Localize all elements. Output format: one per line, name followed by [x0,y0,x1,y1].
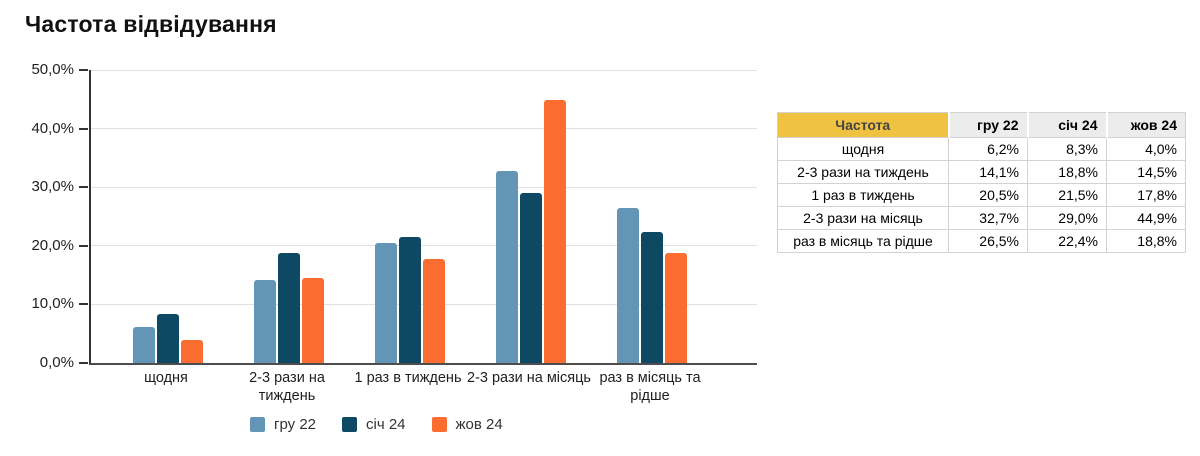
bar [302,278,324,363]
x-axis-label: щодня [144,370,188,386]
y-axis-label: 40,0% [31,119,74,137]
table-cell-value: 4,0% [1106,137,1186,161]
y-axis-label: 10,0% [31,295,74,313]
gridline [91,186,757,188]
table-cell-value: 8,3% [1027,137,1107,161]
page-title: Частота відвідування [25,11,277,37]
bar [423,258,445,363]
table-cell-value: 6,2% [948,137,1028,161]
table-row: 2-3 рази на місяць 32,7% 29,0% 44,9% [777,206,1186,230]
bar [520,193,542,363]
table-row: щодня 6,2% 8,3% 4,0% [777,137,1186,161]
legend-item: жов 24 [431,416,503,433]
table-cell-category: 1 раз в тиждень [777,183,949,207]
bar-group [375,237,445,363]
y-axis-tick [79,244,88,247]
bar-group [496,99,566,363]
table-cell-value: 18,8% [1027,160,1107,184]
legend-swatch [431,417,447,432]
x-axis-label: 2-3 рази на місяць [467,370,591,386]
bar [375,242,397,363]
table-header-period: гру 22 [947,112,1028,138]
bar [617,207,639,363]
bar [544,99,566,363]
gridline [91,245,757,247]
bar-chart: 0,0% 10,0% 20,0% 30,0% 40,0% 50,0% щодня 2-3 р… [31,61,757,433]
y-axis-label: 0,0% [39,354,74,371]
bar [254,280,276,363]
bar [641,231,663,363]
table-cell-value: 29,0% [1027,206,1107,230]
legend-label: гру 22 [274,416,316,433]
y-axis-label: 50,0% [31,61,74,78]
y-axis-label: 30,0% [31,178,74,196]
table-cell-category: 2-3 рази на місяць [777,206,949,230]
y-axis-tick [79,69,88,71]
bar-group [133,314,203,363]
table-cell-value: 17,8% [1106,183,1186,207]
plot-area [89,69,757,365]
table-cell-value: 44,9% [1106,206,1186,230]
x-axis-label: раз в місяць та рідше [599,370,701,404]
y-axis-tick [79,186,88,189]
bar-group [617,207,687,363]
table-cell-value: 21,5% [1027,183,1107,207]
table-cell-value: 14,5% [1106,160,1186,184]
bar [278,252,300,363]
table-row: 2-3 рази на тиждень 14,1% 18,8% 14,5% [777,160,1186,184]
legend-swatch [250,417,265,432]
table-cell-value: 26,5% [948,229,1028,253]
table-row: 1 раз в тиждень 20,5% 21,5% 17,8% [777,183,1186,207]
table-header-period: січ 24 [1026,112,1107,138]
legend-label: жов 24 [455,416,503,433]
gridline [91,69,757,71]
y-axis-tick [79,362,88,364]
legend-item: січ 24 [342,416,406,433]
table-header-frequency: Частота [777,112,949,138]
frequency-table: Частота гру 22 січ 24 жов 24 щодня 6,2% 8,3% 4… [777,112,1186,253]
y-axis-label: 20,0% [31,236,74,254]
table-row: раз в місяць та рідше 26,5% 22,4% 18,8% [777,229,1186,253]
table-cell-value: 18,8% [1106,229,1186,253]
table-cell-value: 20,5% [948,183,1028,207]
y-axis-tick [79,127,88,130]
table-header-period: жов 24 [1105,112,1186,138]
table-cell-category: раз в місяць та рідше [777,229,949,253]
table-cell-value: 22,4% [1027,229,1107,253]
bar [665,252,687,363]
frequency-table-wrapper: Частота гру 22 січ 24 жов 24 щодня 6,2% 8,3% 4… [777,112,1186,253]
x-axis-label: 2-3 рази на тиждень [249,370,325,404]
legend-swatch [342,417,357,432]
table-header-row: Частота гру 22 січ 24 жов 24 [777,112,1186,138]
chart-legend: гру 22 січ 24 жов 24 [250,416,503,433]
table-cell-value: 32,7% [948,206,1028,230]
y-axis-tick [79,303,88,306]
bar [157,314,179,363]
legend-item: гру 22 [250,416,316,433]
bar [133,326,155,363]
table-cell-value: 14,1% [948,160,1028,184]
table-cell-category: 2-3 рази на тиждень [777,160,949,184]
bar [181,339,203,363]
bar [399,237,421,363]
table-cell-category: щодня [777,137,949,161]
x-axis-label: 1 раз в тиждень [354,370,462,386]
bar [496,171,518,363]
legend-label: січ 24 [366,416,406,433]
bar-group [254,252,324,363]
gridline [91,128,757,130]
